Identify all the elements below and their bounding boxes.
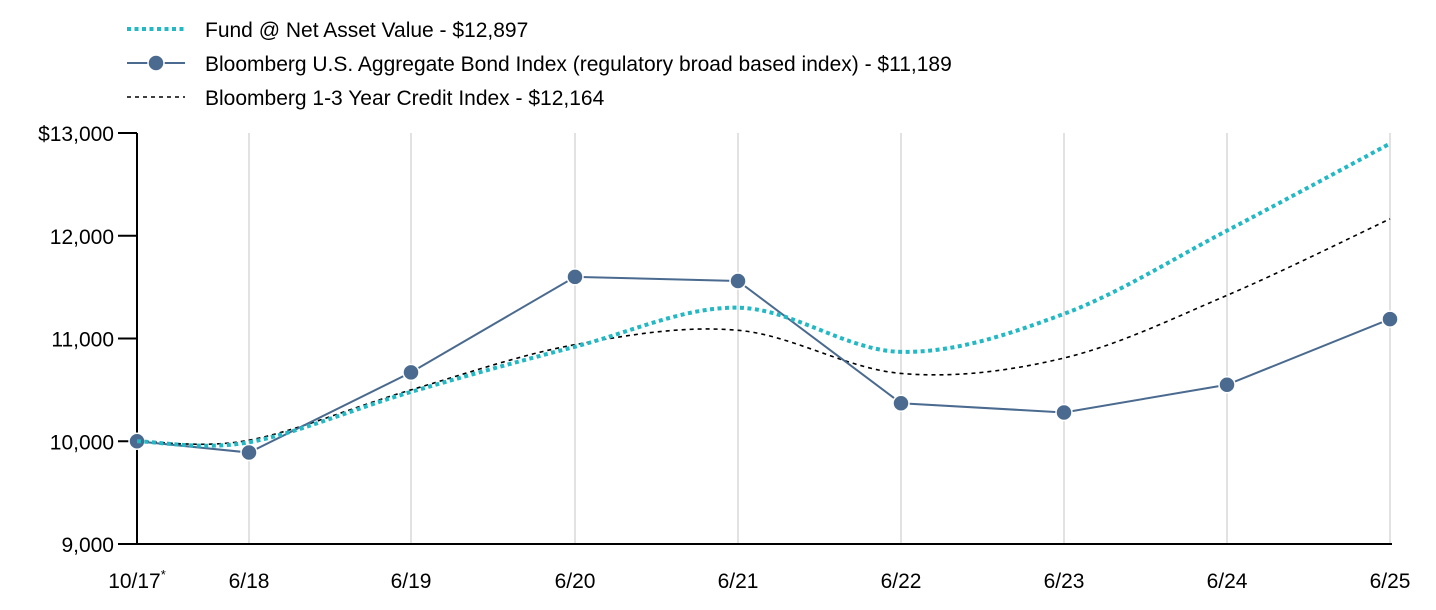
x-tick-label: 6/24	[1207, 570, 1248, 593]
x-tick-label: 6/18	[229, 570, 270, 593]
x-tick-label: 6/23	[1044, 570, 1085, 593]
series-line-credit-index	[136, 218, 1391, 446]
x-tick-label: 6/22	[881, 570, 922, 593]
series-marker-aggregate-bond	[402, 363, 420, 382]
x-tick-label: 6/19	[391, 570, 432, 593]
series-marker-aggregate-bond	[729, 272, 747, 290]
y-tick-label: 10,000	[50, 431, 114, 454]
legend-label: Bloomberg U.S. Aggregate Bond Index (reg…	[205, 53, 952, 76]
x-tick-label: 10/17*	[108, 567, 166, 593]
y-tick-label: 12,000	[50, 226, 114, 249]
y-tick-label: 11,000	[51, 329, 114, 352]
series-marker-aggregate-bond	[240, 443, 258, 462]
series-marker-aggregate-bond	[1381, 310, 1399, 328]
x-tick-label: 6/21	[718, 570, 759, 593]
series-line-aggregate-bond	[136, 275, 1391, 454]
legend-label: Fund @ Net Asset Value - $12,897	[205, 19, 528, 42]
series-marker-aggregate-bond	[566, 268, 584, 286]
series-marker-aggregate-bond	[1055, 403, 1073, 422]
series-marker-aggregate-bond	[892, 394, 910, 412]
legend-label: Bloomberg 1-3 Year Credit Index - $12,16…	[205, 87, 605, 110]
y-tick-label: $13,000	[38, 123, 114, 146]
series-marker-aggregate-bond	[1218, 375, 1236, 394]
y-tick-label: 9,000	[61, 534, 114, 557]
series-line-fund-nav	[136, 141, 1391, 448]
x-tick-label: 6/25	[1370, 570, 1411, 593]
legend-marker-aggregate-bond	[147, 54, 165, 72]
x-tick-label: 6/20	[555, 570, 596, 593]
